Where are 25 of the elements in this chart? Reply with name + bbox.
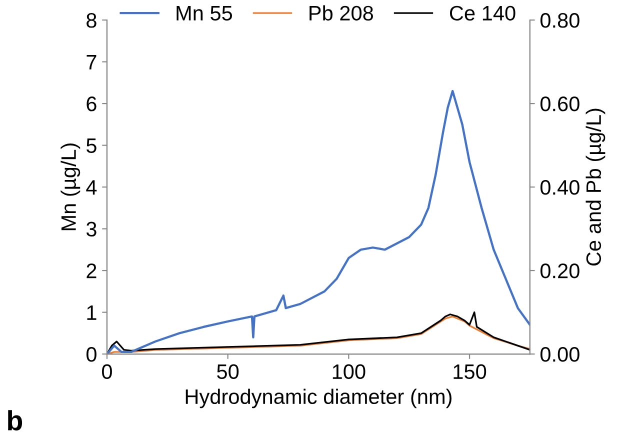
- x-axis-title: Hydrodynamic diameter (nm): [186, 388, 452, 408]
- y2-tick-label: 0.20: [540, 264, 580, 278]
- y-tick-label: 0: [86, 347, 96, 362]
- y2-tick-label: 0.80: [540, 13, 580, 28]
- y-axis-title: Mn (µg/L): [60, 144, 80, 230]
- x-tick-label: 50: [217, 364, 239, 380]
- legend-label: Mn 55: [176, 6, 232, 21]
- text: b: [8, 410, 22, 431]
- x-tick-label: 100: [332, 364, 366, 380]
- y-tick-label: 2: [86, 264, 96, 278]
- y2-tick-label: 0.40: [540, 180, 580, 195]
- y-tick-label: 8: [86, 13, 96, 28]
- y-tick-label: 4: [86, 180, 97, 195]
- x-tick-label: 0: [102, 364, 112, 380]
- x-tick-label: 150: [454, 364, 486, 380]
- y2-tick-label: 0.60: [540, 96, 580, 112]
- y-tick-label: 1: [87, 306, 96, 320]
- y2-axis-title: Ce and Pb (µg/L): [586, 108, 606, 266]
- y2-tick-label: 0.00: [540, 347, 580, 362]
- legend-label: Ce 140: [450, 6, 516, 21]
- legend-label: Pb 208: [310, 5, 374, 21]
- y-tick-label: 6: [86, 96, 96, 112]
- y-tick-label: 7: [86, 55, 96, 70]
- y-tick-label: 3: [86, 222, 96, 237]
- y-tick-label: 5: [86, 138, 96, 154]
